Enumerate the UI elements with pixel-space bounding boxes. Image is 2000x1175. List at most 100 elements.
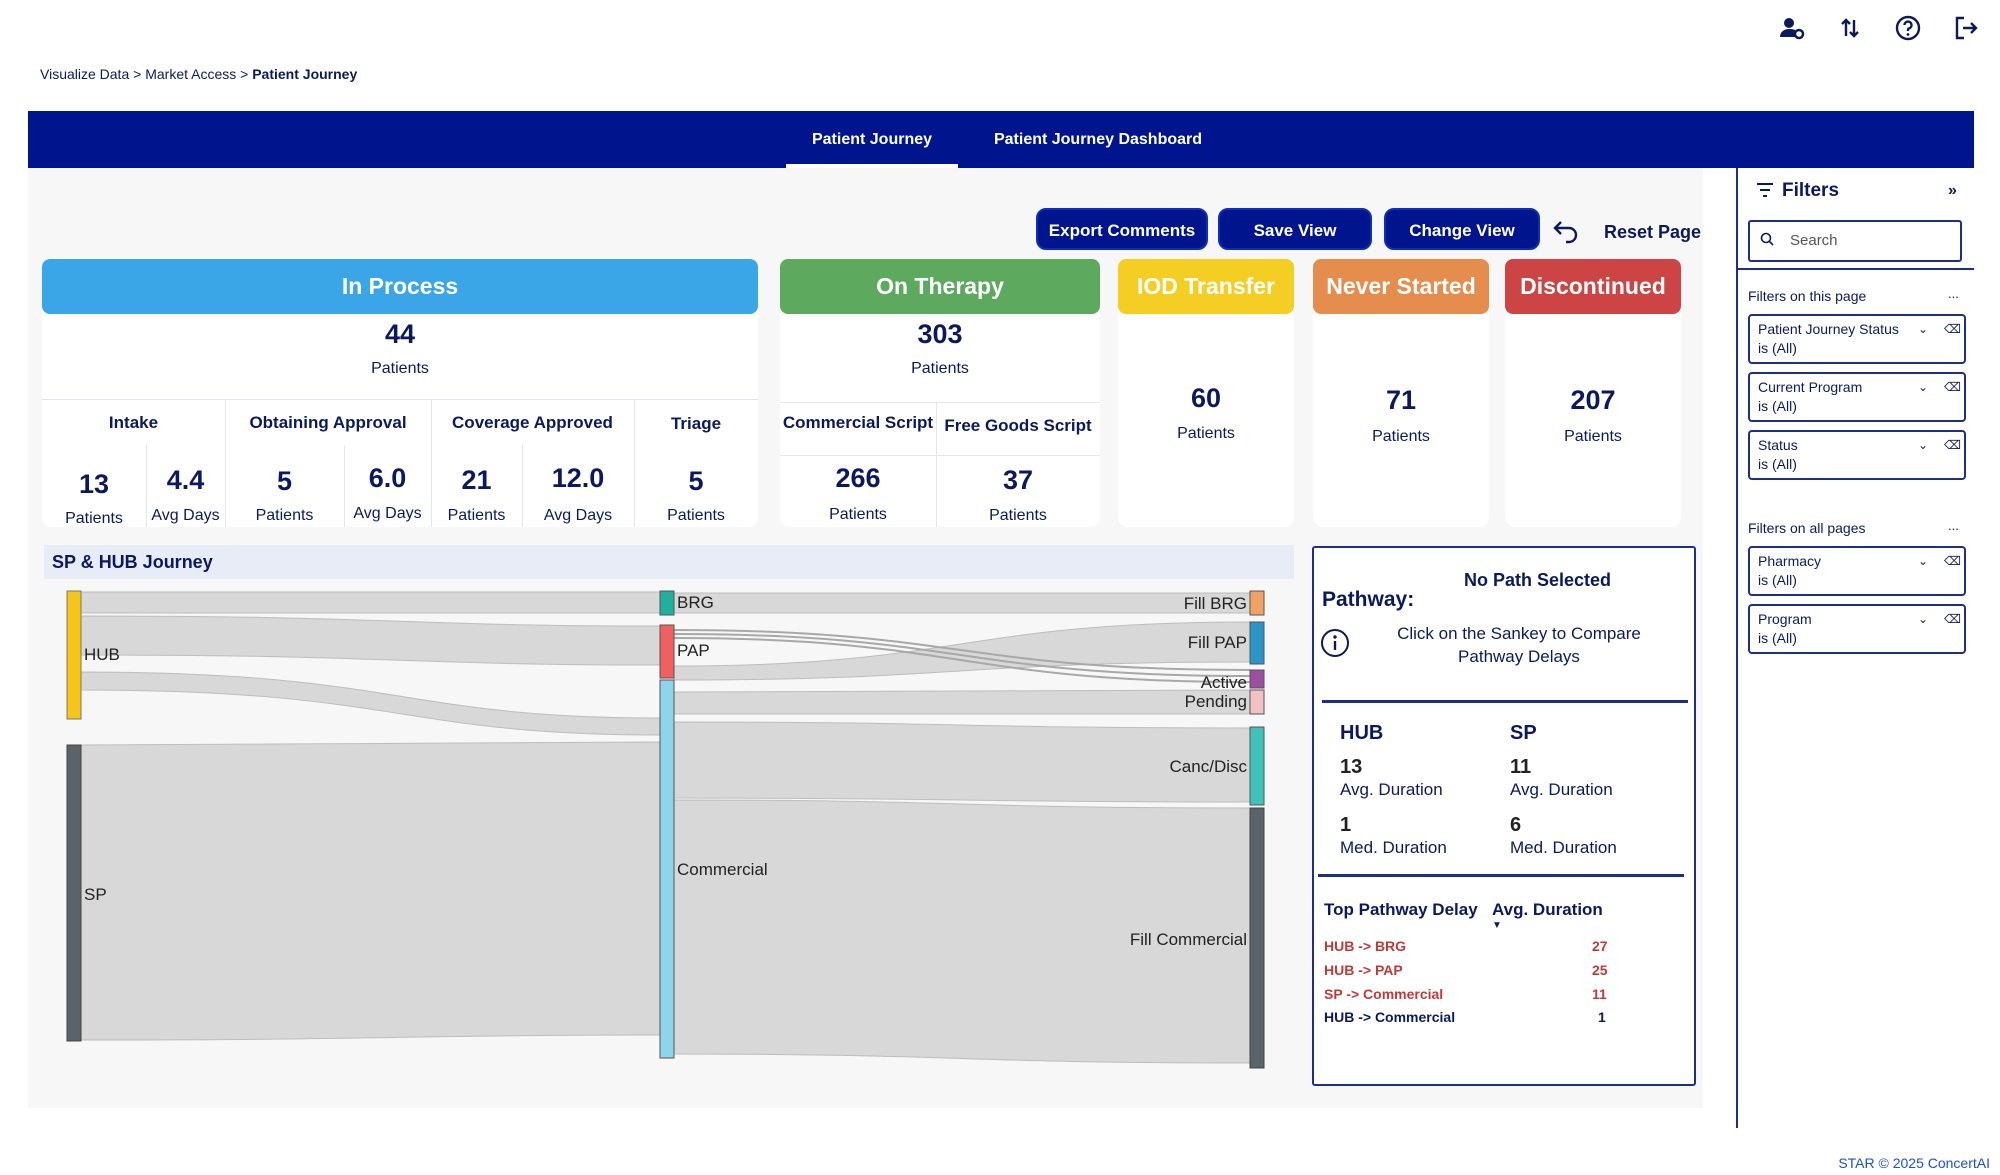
filters-on-all-pages-label: Filters on all pages xyxy=(1748,520,1866,536)
collapse-icon[interactable]: » xyxy=(1948,182,1957,199)
coverage-approved-patients-label: Patients xyxy=(447,507,506,524)
on-therapy-card[interactable]: On Therapy 303 Patients Commercial Scrip… xyxy=(780,259,1100,527)
sp-title: SP xyxy=(1510,722,1537,744)
pathway-label: Pathway: xyxy=(1322,588,1415,611)
undo-icon[interactable] xyxy=(1552,216,1580,249)
link-hub-brg xyxy=(80,591,661,614)
eraser-icon[interactable]: ⌫ xyxy=(1944,612,1961,626)
no-path-selected: No Path Selected xyxy=(1464,570,1612,590)
delay-row-path[interactable]: HUB -> PAP xyxy=(1324,962,1403,978)
discontinued-total: 207 xyxy=(1570,385,1616,415)
commercial-script-label: Commercial Script xyxy=(782,413,934,432)
node-canc xyxy=(1249,726,1265,806)
intake-patients-label: Patients xyxy=(65,510,123,527)
triage-patients-label: Patients xyxy=(667,507,725,524)
link-pap-active-2 xyxy=(673,633,1251,677)
chevron-down-icon[interactable]: ⌄ xyxy=(1918,554,1929,568)
more-options-icon[interactable]: ... xyxy=(1948,286,1959,301)
divider xyxy=(780,402,1100,403)
filter-icon xyxy=(1756,182,1774,203)
iod-transfer-header: IOD Transfer xyxy=(1118,259,1294,314)
iod-transfer-card[interactable]: IOD Transfer 60 Patients xyxy=(1118,259,1294,527)
discontinued-card[interactable]: Discontinued 207 Patients xyxy=(1505,259,1681,527)
export-comments-button[interactable]: Export Comments xyxy=(1036,208,1208,250)
filter-card-program[interactable]: Program is (All) ⌄ ⌫ xyxy=(1748,604,1966,654)
delay-table: Top Pathway Delay Avg. Duration ▼ HUB ->… xyxy=(1322,900,1614,1042)
sp-avg-label: Avg. Duration xyxy=(1510,780,1613,799)
reset-page-label[interactable]: Reset Page xyxy=(1604,222,1702,242)
sort-desc-icon[interactable]: ▼ xyxy=(1492,920,1502,931)
filter-card-pharmacy[interactable]: Pharmacy is (All) ⌄ ⌫ xyxy=(1748,546,1966,596)
link-hub-commercial xyxy=(80,671,661,736)
eraser-icon[interactable]: ⌫ xyxy=(1944,554,1961,568)
breadcrumb-visualize-data[interactable]: Visualize Data xyxy=(40,66,130,82)
delay-row-path[interactable]: SP -> Commercial xyxy=(1324,986,1444,1002)
breadcrumb-market-access[interactable]: Market Access xyxy=(145,66,237,82)
link-hub-pap xyxy=(80,615,661,666)
coverage-approved-patients: 21 xyxy=(461,465,492,495)
in-process-card[interactable]: In Process 44 Patients Intake Obtaining … xyxy=(42,259,758,527)
filter-card-current-program[interactable]: Current Program is (All) ⌄ ⌫ xyxy=(1748,372,1966,422)
logout-icon[interactable] xyxy=(1952,14,1980,42)
label-fill-commercial: Fill Commercial xyxy=(1130,930,1247,949)
label-fill-pap: Fill PAP xyxy=(1188,633,1247,652)
discontinued-label: Patients xyxy=(1564,428,1622,445)
help-icon[interactable] xyxy=(1894,14,1922,42)
divider xyxy=(225,399,226,527)
divider xyxy=(42,399,758,400)
intake-avg-days: 4.4 xyxy=(166,465,205,495)
never-started-header: Never Started xyxy=(1313,259,1489,314)
never-started-card[interactable]: Never Started 71 Patients xyxy=(1313,259,1489,527)
chevron-down-icon[interactable]: ⌄ xyxy=(1918,438,1929,452)
filter-value: is (All) xyxy=(1758,630,1797,646)
filters-on-page-label: Filters on this page xyxy=(1748,288,1867,304)
tab-patient-journey[interactable]: Patient Journey xyxy=(786,111,958,168)
divider xyxy=(634,399,635,527)
sankey-chart[interactable]: HUB SP BRG PAP Commercial Fill BRG Fill … xyxy=(28,580,1278,1080)
reset-page[interactable]: Reset Page xyxy=(1552,216,1701,249)
delay-row-value: 27 xyxy=(1592,938,1608,954)
chevron-down-icon[interactable]: ⌄ xyxy=(1918,380,1929,394)
sort-arrows-icon[interactable] xyxy=(1836,14,1864,42)
search-placeholder[interactable]: Search xyxy=(1790,232,1838,249)
node-active xyxy=(1249,669,1265,689)
sp-med-label: Med. Duration xyxy=(1510,838,1617,857)
eraser-icon[interactable]: ⌫ xyxy=(1944,438,1961,452)
filter-card-patient-journey-status[interactable]: Patient Journey Status is (All) ⌄ ⌫ xyxy=(1748,314,1966,364)
user-settings-icon[interactable] xyxy=(1778,14,1806,42)
change-view-button[interactable]: Change View xyxy=(1384,208,1540,250)
intake-label: Intake xyxy=(108,413,159,432)
delay-col-duration[interactable]: Avg. Duration xyxy=(1492,900,1603,919)
breadcrumb-separator: > xyxy=(133,66,142,82)
eraser-icon[interactable]: ⌫ xyxy=(1944,380,1961,394)
tab-patient-journey-dashboard[interactable]: Patient Journey Dashboard xyxy=(993,131,1203,148)
delay-row-path[interactable]: HUB -> Commercial xyxy=(1324,1009,1456,1025)
filter-search-box[interactable]: Search xyxy=(1748,220,1962,262)
chevron-down-icon[interactable]: ⌄ xyxy=(1918,612,1929,626)
more-options-icon[interactable]: ... xyxy=(1948,518,1959,533)
node-hub xyxy=(66,590,82,720)
obtaining-approval-label: Obtaining Approval xyxy=(249,413,407,432)
filter-name: Patient Journey Status xyxy=(1758,321,1899,337)
eraser-icon[interactable]: ⌫ xyxy=(1944,322,1961,336)
delay-col-path[interactable]: Top Pathway Delay xyxy=(1324,900,1478,919)
free-goods-script-value: 37 xyxy=(1002,465,1034,495)
hub-med-label: Med. Duration xyxy=(1340,838,1447,857)
intake-avg-days-label: Avg Days xyxy=(151,507,220,524)
divider xyxy=(1322,700,1688,703)
hub-avg: 13 xyxy=(1340,756,1363,778)
save-view-button[interactable]: Save View xyxy=(1218,208,1372,250)
filters-pane: Filters » Search Filters on this page ..… xyxy=(1736,168,1974,1128)
commercial-script-value: 266 xyxy=(835,463,881,493)
divider xyxy=(522,445,523,527)
filter-name: Program xyxy=(1758,611,1812,627)
delay-row-path[interactable]: HUB -> BRG xyxy=(1324,938,1407,954)
link-pap-active-3 xyxy=(673,637,1251,683)
node-pap xyxy=(659,624,675,679)
footer-copyright: STAR © 2025 ConcertAI xyxy=(1838,1155,1990,1171)
coverage-approved-avg-days-label: Avg Days xyxy=(543,507,613,524)
chevron-down-icon[interactable]: ⌄ xyxy=(1918,322,1929,336)
link-commercial-canc xyxy=(673,721,1251,803)
label-commercial: Commercial xyxy=(677,860,768,879)
filter-card-status[interactable]: Status is (All) ⌄ ⌫ xyxy=(1748,430,1966,480)
